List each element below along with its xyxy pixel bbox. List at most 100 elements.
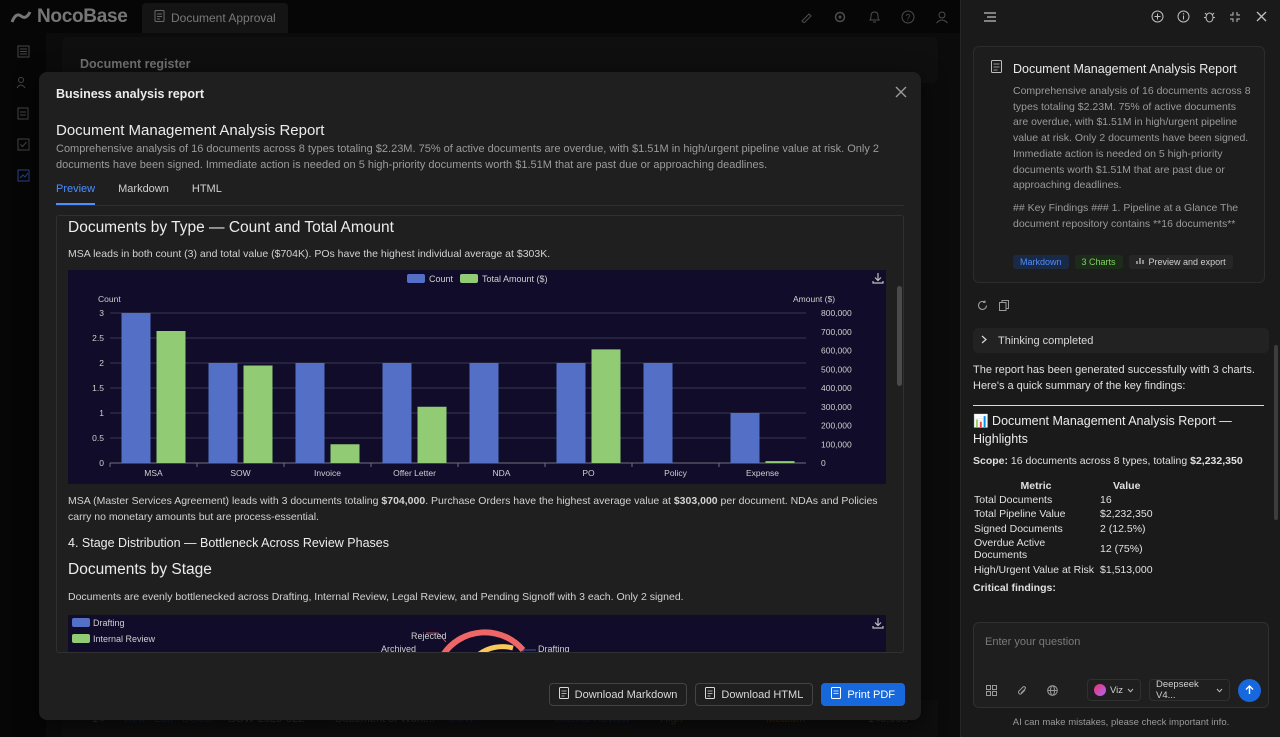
arrow-up-icon <box>1245 684 1254 698</box>
left-rail <box>0 33 46 737</box>
preview-scrollbar[interactable] <box>897 286 902 386</box>
report-card-excerpt: ## Key Findings ### 1. Pipeline at a Gla… <box>1013 201 1239 230</box>
grid-icon[interactable] <box>986 685 997 699</box>
settings-icon[interactable] <box>832 9 848 25</box>
chart-download-icon[interactable] <box>872 272 884 287</box>
tab-html[interactable]: HTML <box>191 183 222 195</box>
pdf-icon <box>831 687 842 702</box>
download-markdown-button[interactable]: Download Markdown <box>548 683 688 706</box>
pie-label-drafting: Drafting <box>538 644 570 653</box>
bell-icon[interactable] <box>866 9 882 25</box>
user-icon[interactable] <box>934 9 950 25</box>
close-icon[interactable] <box>895 85 907 103</box>
type-summary-text: MSA (Master Services Agreement) leads wi… <box>68 493 883 525</box>
bug-icon[interactable] <box>1202 10 1216 24</box>
critical-findings-label: Critical findings: <box>973 582 1056 594</box>
globe-icon[interactable] <box>1047 685 1058 699</box>
metrics-table: Metric Value Total Documents 16 Total Pip… <box>973 480 1155 578</box>
thinking-toggle[interactable]: Thinking completed <box>973 328 1269 353</box>
chevron-down-icon <box>1216 685 1223 696</box>
question-input[interactable]: Enter your question <box>985 636 1081 648</box>
sidebar-toggle-icon[interactable] <box>983 10 997 24</box>
menu-icon-checklist[interactable] <box>15 136 31 152</box>
tab-document-approval[interactable]: Document Approval <box>142 2 288 33</box>
po-average-amount: $303,000 <box>673 495 718 507</box>
menu-icon-users[interactable] <box>15 74 31 90</box>
y-tick-right: 800,000 <box>821 308 852 318</box>
y-tick-left: 2 <box>99 358 104 368</box>
attachment-icon[interactable] <box>1017 685 1027 699</box>
scope-line: Scope: 16 documents across 8 types, tota… <box>973 454 1243 470</box>
brush-icon[interactable] <box>798 9 814 25</box>
file-icon <box>705 687 716 702</box>
type-bar-chart: Count Total Amount ($) Count Amount ($) 0 0.5… <box>68 270 886 484</box>
bar-count-invoice <box>295 363 325 463</box>
bar-amount-offer-letter <box>417 406 447 463</box>
divider <box>973 405 1264 406</box>
y-tick-left: 1 <box>99 408 104 418</box>
new-chat-icon[interactable] <box>1150 10 1164 24</box>
y-tick-right: 100,000 <box>821 439 852 449</box>
chat-input-box[interactable]: Enter your question Viz Deepseek V4... <box>973 622 1269 708</box>
x-tick-label: Invoice <box>314 468 341 478</box>
pie-label-archived: Archived <box>381 644 416 653</box>
y-tick-left: 0 <box>99 458 104 468</box>
print-pdf-label: Print PDF <box>847 688 895 701</box>
report-card-title: Document Management Analysis Report <box>1013 62 1237 76</box>
modal-title: Business analysis report <box>56 87 204 101</box>
document-icon <box>154 10 165 25</box>
menu-icon-list[interactable] <box>15 43 31 59</box>
send-button[interactable] <box>1238 679 1261 702</box>
y-tick-right: 0 <box>821 458 826 468</box>
y-tick-left: 0.5 <box>92 433 104 443</box>
scope-text: 16 documents across 8 types, totaling <box>1008 455 1191 467</box>
legend-label-count: Count <box>429 274 454 284</box>
legend-internal-review: Internal Review <box>93 634 156 644</box>
brand-name: NocoBase <box>37 5 128 27</box>
help-icon[interactable]: ? <box>900 9 916 25</box>
tab-preview[interactable]: Preview <box>56 183 96 205</box>
tab-markdown[interactable]: Markdown <box>118 183 169 195</box>
report-title: Document Management Analysis Report <box>56 122 325 139</box>
menu-icon-report[interactable] <box>15 167 31 183</box>
scope-amount: $2,232,350 <box>1190 455 1243 467</box>
preview-export-tag[interactable]: Preview and export <box>1128 255 1233 269</box>
close-panel-icon[interactable] <box>1254 10 1268 24</box>
x-tick-label: SOW <box>230 468 250 478</box>
info-icon[interactable] <box>1176 10 1190 24</box>
model-name: Deepseek V4... <box>1156 679 1199 701</box>
type-summary-part: per document. NDAs and Policies carry no… <box>68 495 878 523</box>
pie-slice-archived <box>477 644 514 652</box>
x-tick-label: PO <box>582 468 595 478</box>
avatar <box>1094 684 1106 696</box>
collapse-icon[interactable] <box>1228 10 1242 24</box>
refresh-icon[interactable] <box>977 300 988 314</box>
copy-icon[interactable] <box>999 300 1009 314</box>
menu-icon-documents[interactable] <box>15 105 31 121</box>
bar-count-policy <box>643 363 673 463</box>
table-row: Total Documents 16 <box>973 494 1155 508</box>
preview-export-label: Preview and export <box>1148 257 1226 267</box>
modal-actions: Download Markdown Download HTML Print PD… <box>548 683 905 706</box>
model-selector[interactable]: Deepseek V4... <box>1149 679 1230 701</box>
panel-scrollbar[interactable] <box>1274 345 1278 520</box>
table-row: Total Pipeline Value $2,232,350 <box>973 508 1155 522</box>
download-html-button[interactable]: Download HTML <box>695 683 814 706</box>
agent-selector[interactable]: Viz <box>1087 679 1142 701</box>
legend-swatch-amount <box>460 274 478 283</box>
y-tick-right: 600,000 <box>821 346 852 356</box>
thinking-label: Thinking completed <box>998 334 1094 347</box>
chart-download-icon[interactable] <box>872 617 884 632</box>
bar-amount-expense <box>765 461 795 463</box>
x-tick-label: Offer Letter <box>393 468 436 478</box>
brand-logo[interactable]: NocoBase <box>0 6 142 28</box>
bar-amount-msa <box>156 331 186 463</box>
y-axis-title-left: Count <box>98 294 121 304</box>
tab-divider <box>56 205 904 206</box>
print-pdf-button[interactable]: Print PDF <box>821 683 905 706</box>
bar-amount-po <box>591 349 621 463</box>
report-card[interactable]: Document Management Analysis Report Comp… <box>973 46 1265 283</box>
file-icon <box>558 687 569 702</box>
metric-value: 2 (12.5%) <box>1100 522 1146 535</box>
msa-total-amount: $704,000 <box>381 495 426 507</box>
